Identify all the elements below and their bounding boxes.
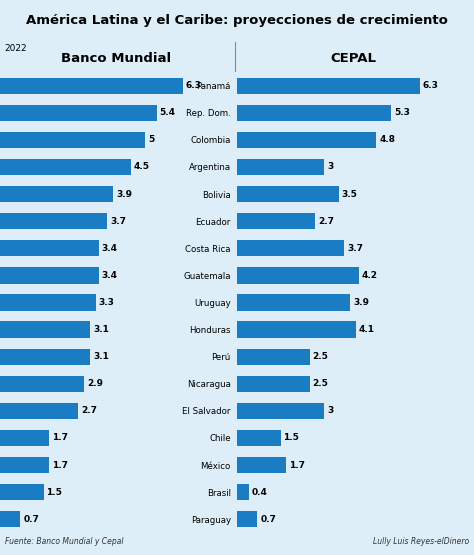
Text: 5.3: 5.3: [394, 108, 410, 117]
Text: 5.4: 5.4: [160, 108, 176, 117]
Text: 3.4: 3.4: [101, 244, 118, 253]
Text: Fuente: Banco Mundial y Cepal: Fuente: Banco Mundial y Cepal: [5, 537, 123, 546]
Bar: [237, 132, 376, 148]
Text: 3.7: 3.7: [110, 216, 127, 226]
Bar: [0, 511, 20, 527]
Text: 4.2: 4.2: [362, 271, 378, 280]
Bar: [0, 321, 90, 337]
Text: 1.5: 1.5: [283, 433, 299, 442]
Text: 1.5: 1.5: [46, 488, 62, 497]
Bar: [0, 132, 145, 148]
Text: CEPAL: CEPAL: [330, 52, 376, 65]
Bar: [0, 349, 90, 365]
Text: 2.5: 2.5: [312, 379, 328, 388]
Bar: [0, 484, 44, 500]
Bar: [0, 159, 131, 175]
Text: 2022: 2022: [5, 44, 27, 53]
Text: 1.7: 1.7: [52, 461, 68, 470]
Text: 4.8: 4.8: [379, 135, 395, 144]
Bar: [237, 294, 350, 311]
Bar: [0, 186, 113, 202]
Bar: [0, 213, 108, 229]
Text: 0.7: 0.7: [23, 514, 39, 524]
Bar: [237, 186, 338, 202]
Bar: [237, 430, 281, 446]
Text: 0.4: 0.4: [252, 488, 267, 497]
Text: 3.5: 3.5: [341, 190, 357, 199]
Text: 2.7: 2.7: [319, 216, 334, 226]
Bar: [237, 403, 324, 419]
Bar: [237, 511, 257, 527]
Text: Lully Luis Reyes-elDinero: Lully Luis Reyes-elDinero: [373, 537, 469, 546]
Text: 6.3: 6.3: [423, 81, 438, 90]
Text: 6.3: 6.3: [186, 81, 201, 90]
Bar: [237, 105, 391, 121]
Bar: [0, 376, 84, 392]
Text: 2.9: 2.9: [87, 379, 103, 388]
Bar: [237, 321, 356, 337]
Text: 3.4: 3.4: [101, 271, 118, 280]
Bar: [237, 349, 310, 365]
Text: 1.7: 1.7: [52, 433, 68, 442]
Text: 0.7: 0.7: [260, 514, 276, 524]
Text: 4.5: 4.5: [134, 163, 150, 171]
Bar: [0, 268, 99, 284]
Bar: [237, 484, 248, 500]
Text: 1.7: 1.7: [289, 461, 305, 470]
Bar: [237, 159, 324, 175]
Text: 4.1: 4.1: [359, 325, 375, 334]
Bar: [0, 294, 96, 311]
Bar: [0, 403, 78, 419]
Bar: [0, 240, 99, 256]
Text: 3.9: 3.9: [116, 190, 132, 199]
Text: 3.1: 3.1: [93, 352, 109, 361]
Text: 3.9: 3.9: [353, 298, 369, 307]
Bar: [237, 213, 315, 229]
Bar: [0, 105, 157, 121]
Bar: [0, 457, 49, 473]
Text: Banco Mundial: Banco Mundial: [61, 52, 171, 65]
Bar: [237, 268, 359, 284]
Text: 5: 5: [148, 135, 155, 144]
Bar: [237, 457, 286, 473]
Bar: [0, 430, 49, 446]
Text: 3.1: 3.1: [93, 325, 109, 334]
Text: 3: 3: [327, 406, 333, 415]
Bar: [0, 78, 183, 94]
Bar: [237, 376, 310, 392]
Bar: [237, 240, 345, 256]
Text: 3.3: 3.3: [99, 298, 115, 307]
Text: 2.7: 2.7: [82, 406, 97, 415]
Bar: [237, 78, 420, 94]
Text: 3.7: 3.7: [347, 244, 364, 253]
Text: América Latina y el Caribe: proyecciones de crecimiento: América Latina y el Caribe: proyecciones…: [26, 14, 448, 27]
Text: 2.5: 2.5: [312, 352, 328, 361]
Text: 3: 3: [327, 163, 333, 171]
